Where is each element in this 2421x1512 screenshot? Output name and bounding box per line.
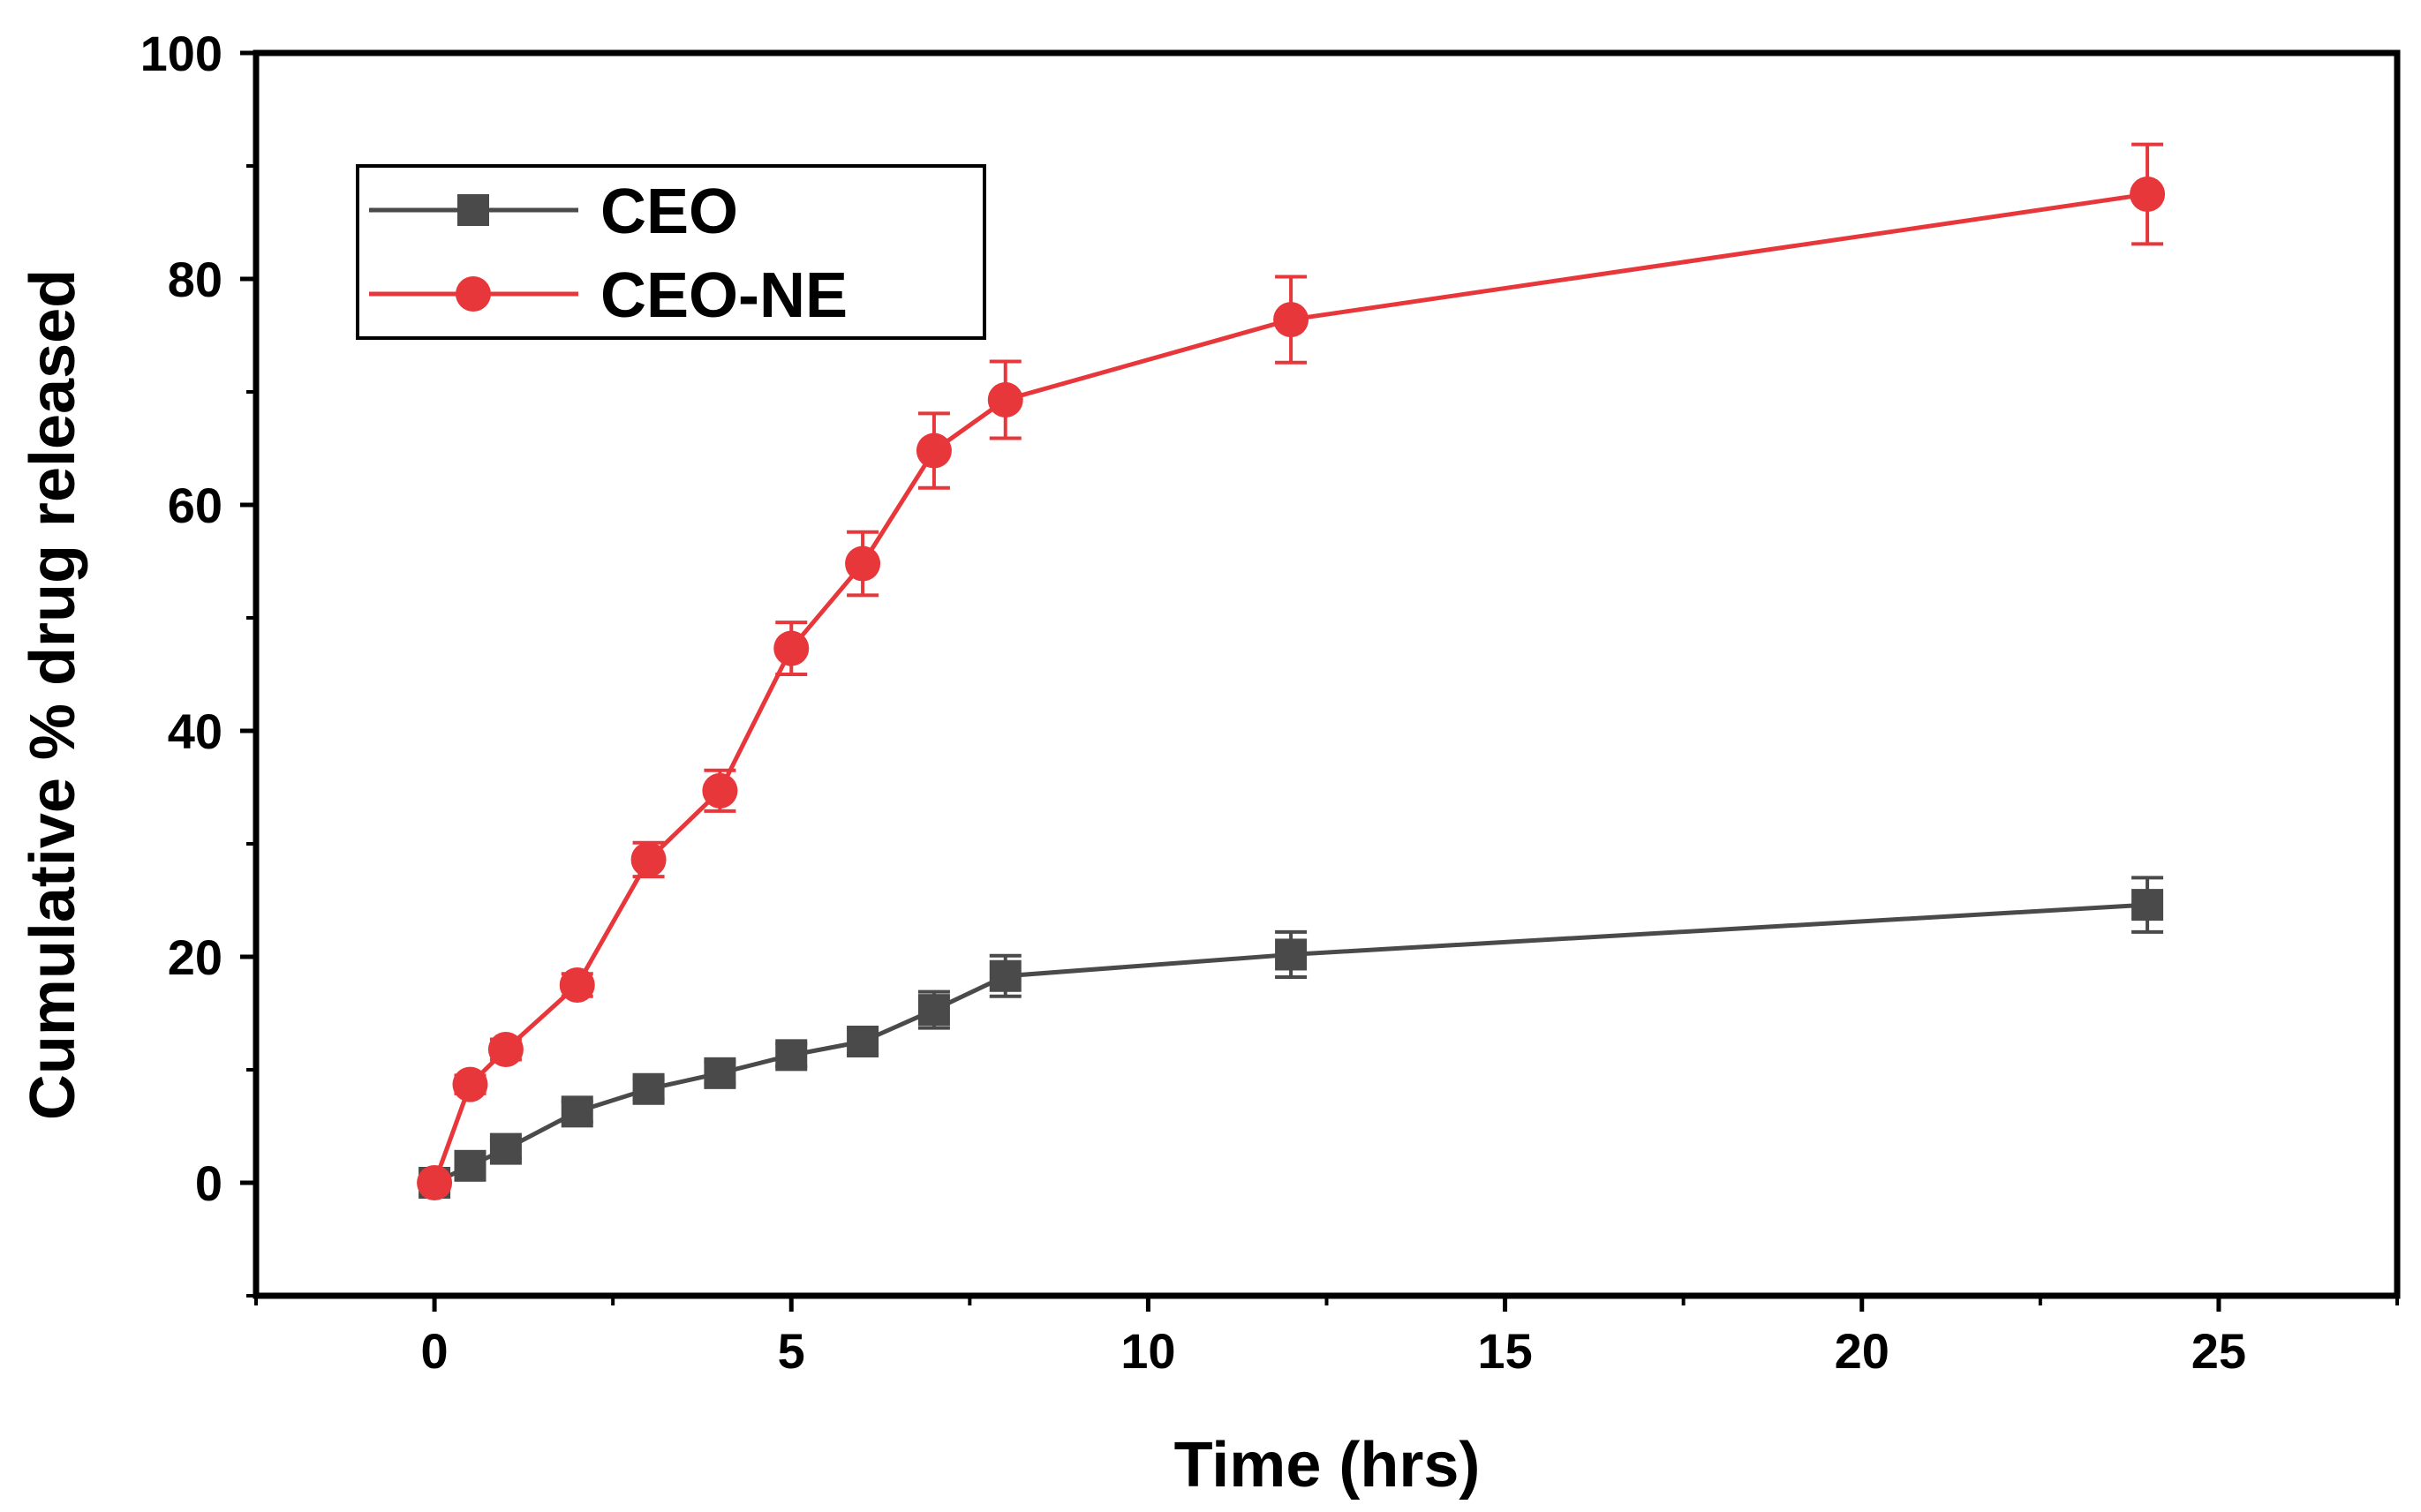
y-tick-label: 60	[168, 478, 222, 533]
data-point	[987, 381, 1023, 417]
data-point	[454, 1149, 486, 1182]
x-tick-label: 0	[421, 1323, 449, 1379]
y-tick-label: 80	[168, 252, 222, 307]
data-point	[559, 967, 595, 1003]
axis-ticks: 0 5 10 15 20 25 0 20 40 60 80 100	[140, 26, 2399, 1379]
data-point	[417, 1165, 453, 1200]
data-point	[1275, 938, 1308, 971]
y-tick-label: 20	[168, 929, 222, 985]
y-axis-label: Cumulative % drug released	[18, 269, 88, 1120]
data-point	[2130, 177, 2166, 212]
data-point	[487, 1031, 524, 1067]
data-point	[2131, 889, 2164, 921]
data-point	[775, 1039, 808, 1072]
x-axis-label: Time (hrs)	[1174, 1430, 1481, 1501]
legend-marker	[457, 194, 489, 226]
legend-label: CEO-NE	[600, 260, 848, 331]
data-point	[704, 1057, 736, 1089]
legend-entry-ceo: CEO	[369, 177, 738, 247]
data-point	[632, 1072, 665, 1105]
data-point	[452, 1066, 488, 1102]
data-point	[916, 433, 952, 469]
x-tick-label: 5	[778, 1323, 805, 1379]
y-tick-label: 40	[168, 703, 222, 759]
data-point	[773, 630, 810, 666]
data-point	[1273, 302, 1309, 338]
x-tick-label: 10	[1120, 1323, 1175, 1379]
legend-label: CEO	[600, 177, 738, 247]
x-tick-label: 25	[2191, 1323, 2246, 1379]
data-point	[561, 1095, 593, 1128]
data-point	[630, 841, 667, 877]
series-ceo-ne	[417, 142, 2166, 1200]
legend-marker	[456, 276, 491, 312]
legend-entry-ceo-ne: CEO-NE	[369, 260, 848, 331]
y-tick-label: 0	[195, 1155, 222, 1211]
x-tick-label: 15	[1477, 1323, 1532, 1379]
series-ceo	[419, 876, 2164, 1199]
legend: CEO CEO-NE	[356, 164, 986, 340]
data-point	[989, 959, 1022, 992]
x-tick-label: 20	[1835, 1323, 1889, 1379]
plot-area	[417, 142, 2166, 1200]
data-point	[702, 772, 738, 809]
data-point	[845, 545, 881, 582]
data-point	[917, 994, 950, 1027]
data-point	[847, 1026, 879, 1057]
y-tick-label: 100	[140, 26, 222, 81]
data-point	[489, 1132, 522, 1165]
